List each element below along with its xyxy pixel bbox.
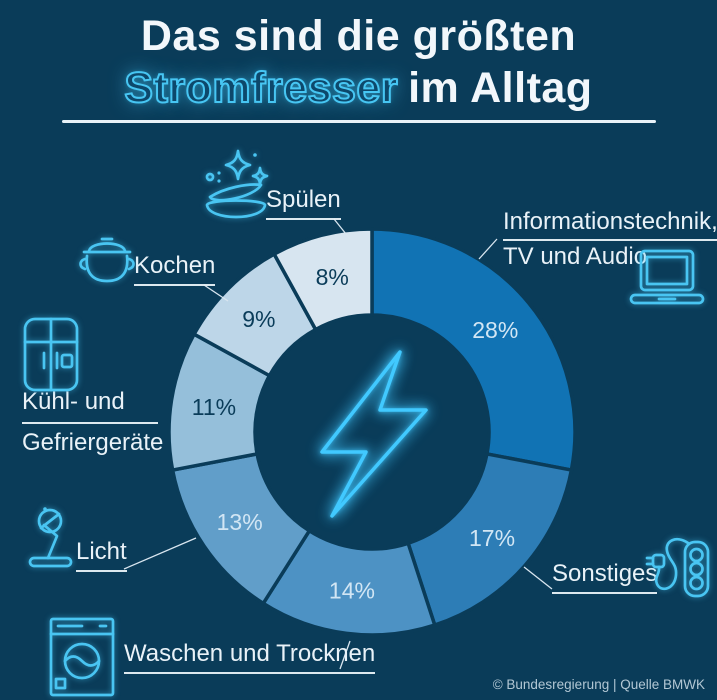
- label-kochen: Kochen: [134, 252, 216, 286]
- segment-value-licht: 13%: [217, 509, 263, 535]
- donut-segments: [167, 227, 577, 637]
- title-underline: [62, 120, 656, 123]
- fridge-icon: [23, 317, 79, 392]
- segment-value-sonstiges: 17%: [469, 525, 515, 551]
- label-licht-text: Licht: [76, 538, 127, 572]
- donut-segment-sonstiges: [406, 452, 574, 627]
- label-informationstechnik: Informationstechnik, TV und Audio: [503, 206, 717, 272]
- donut-value-labels: 28% 17% 14% 13% 11% 9% 8%: [192, 264, 518, 604]
- laptop-icon: [629, 249, 705, 305]
- label-waschen-text: Waschen und Trocknen: [124, 640, 376, 674]
- label-waschen-trocknen: Waschen und Trocknen: [124, 640, 376, 674]
- connector-licht: [123, 537, 197, 570]
- infographic-title: Das sind die größten Stromfresser im Allt…: [0, 10, 717, 115]
- label-licht: Licht: [76, 538, 127, 572]
- power-strip-icon: [645, 538, 710, 598]
- label-kuehl-line1: Kühl- und: [22, 388, 158, 424]
- source-credit: © Bundesregierung | Quelle BMWK: [492, 677, 705, 692]
- label-kochen-text: Kochen: [134, 252, 216, 286]
- title-highlight-neon: Stromfresser: [123, 63, 399, 113]
- segment-value-kochen: 9%: [242, 306, 275, 332]
- connector-waschen: [339, 640, 351, 670]
- label-spuelen-text: Spülen: [266, 186, 341, 220]
- segment-value-spuelen: 8%: [316, 264, 349, 290]
- lightning-bolt-icon: [320, 350, 428, 518]
- connector-informationstechnik: [478, 238, 498, 260]
- label-kuehl-line2: Gefriergeräte: [22, 429, 164, 456]
- dishes-icon: [205, 149, 269, 219]
- title-line-2: Stromfresser im Alltag: [0, 62, 717, 114]
- label-kuehl-gefriergeraete: Kühl- und Gefriergeräte: [22, 388, 163, 457]
- label-info-line1: Informationstechnik,: [503, 206, 717, 242]
- title-line2-rest: im Alltag: [408, 64, 593, 113]
- donut-segment-it_tv_audio: [370, 227, 577, 472]
- label-spuelen: Spülen: [266, 186, 341, 220]
- donut-segment-spuelen: [272, 227, 374, 332]
- segment-value-kuehl_gefrier: 11%: [192, 394, 236, 420]
- segment-value-it_tv_audio: 28%: [472, 317, 518, 343]
- label-sonstiges-text: Sonstiges: [552, 560, 658, 594]
- label-info-line2: TV und Audio: [503, 243, 648, 271]
- label-sonstiges: Sonstiges: [552, 560, 658, 594]
- cooking-pot-icon: [79, 237, 135, 283]
- connector-sonstiges: [523, 566, 553, 590]
- desk-lamp-icon: [28, 507, 73, 568]
- washing-machine-icon: [49, 617, 115, 697]
- connector-kochen: [203, 284, 229, 302]
- connector-spuelen: [333, 218, 351, 240]
- segment-value-waschen_trocknen: 14%: [329, 578, 375, 604]
- title-line-1: Das sind die größten: [140, 12, 577, 60]
